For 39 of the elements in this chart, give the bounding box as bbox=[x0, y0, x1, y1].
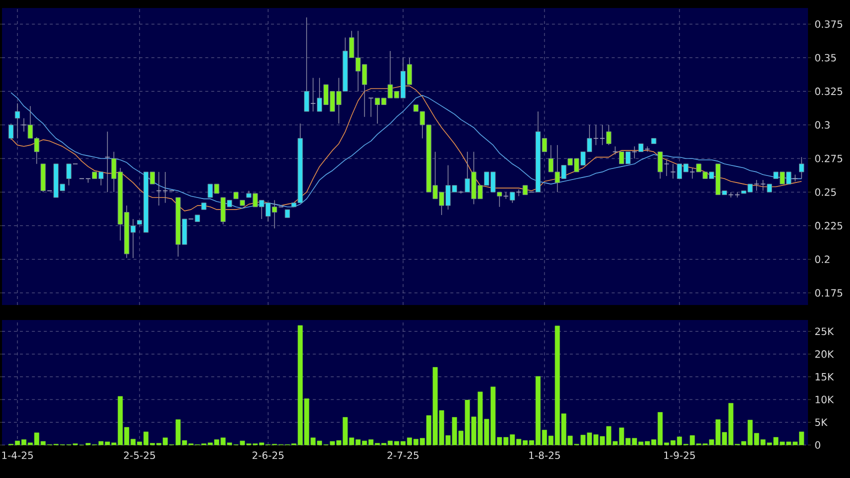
y-tick-label: 20K bbox=[815, 350, 834, 358]
candlestick bbox=[593, 124, 599, 146]
y-tick-label: 0.175 bbox=[815, 289, 842, 297]
candlestick bbox=[503, 192, 509, 200]
y-tick-label: 25K bbox=[815, 328, 834, 336]
y-tick-label: 0.275 bbox=[815, 154, 842, 162]
candlestick bbox=[664, 160, 670, 176]
candlestick bbox=[658, 151, 663, 180]
y-tick-label: 0.325 bbox=[815, 88, 842, 96]
y-tick-label: 0.375 bbox=[815, 20, 842, 28]
candlestick bbox=[14, 103, 20, 139]
candlestick bbox=[304, 17, 310, 112]
candlestick bbox=[8, 123, 14, 140]
y-tick-label: 0 bbox=[815, 441, 820, 449]
y-tick-label: 0.35 bbox=[815, 54, 836, 62]
x-tick-label: 1-9-25 bbox=[664, 452, 695, 460]
candlestick bbox=[600, 124, 606, 146]
y-tick-label: 0.3 bbox=[815, 121, 830, 129]
y-tick-label: 0.25 bbox=[815, 188, 836, 196]
y-tick-label: 10K bbox=[816, 396, 834, 404]
candlestick bbox=[21, 118, 27, 132]
x-tick-label: 2-5-25 bbox=[124, 452, 155, 460]
y-tick-label: 0.225 bbox=[815, 222, 842, 230]
candlestick bbox=[606, 124, 612, 146]
candlestick bbox=[368, 98, 374, 118]
candlestick bbox=[310, 78, 316, 112]
y-tick-label: 5K bbox=[815, 418, 828, 426]
candlestick bbox=[670, 164, 676, 180]
candlestick bbox=[690, 168, 696, 180]
x-tick-label: 1-4-25 bbox=[2, 452, 33, 460]
candlestick bbox=[799, 156, 804, 180]
y-tick-label: 15K bbox=[816, 373, 834, 381]
y-tick-label: 0.2 bbox=[815, 256, 830, 264]
candlestick bbox=[66, 164, 72, 186]
candlestick bbox=[510, 192, 515, 204]
x-tick-label: 2-6-25 bbox=[252, 452, 284, 460]
x-tick-label: 2-7-25 bbox=[388, 452, 418, 460]
candlestick bbox=[522, 185, 528, 196]
x-tick-label: 1-8-25 bbox=[529, 452, 560, 460]
